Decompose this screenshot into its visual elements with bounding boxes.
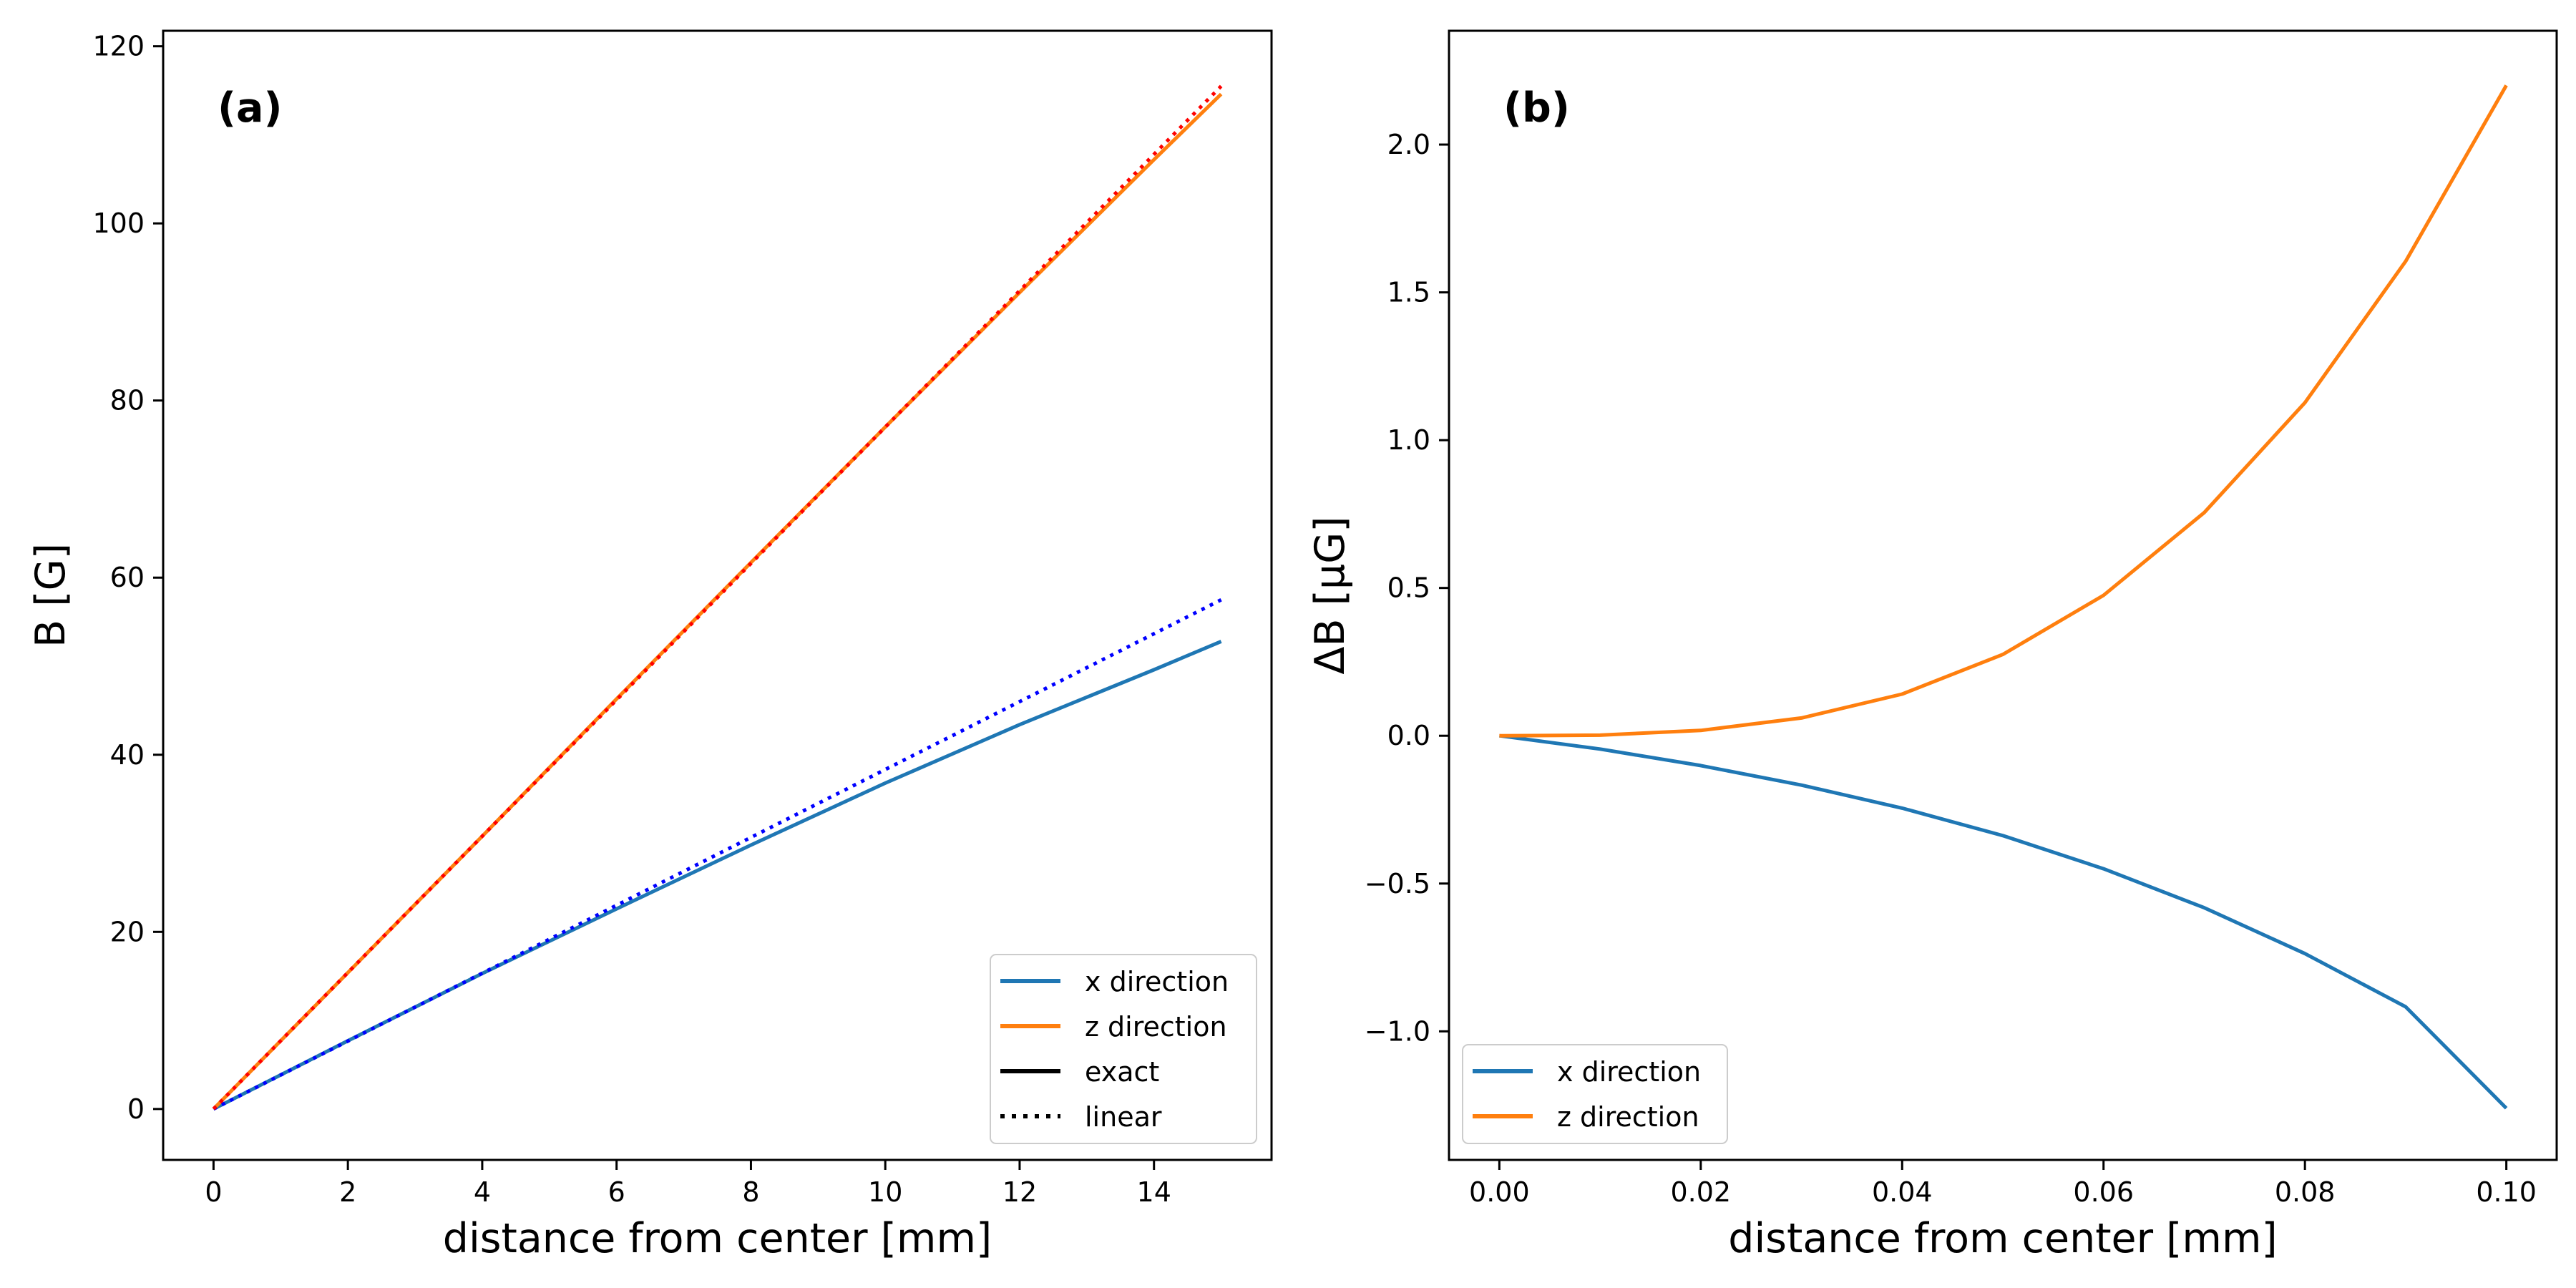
x-tick-label: 0.04 [1872, 1176, 1933, 1208]
x-tick-label: 14 [1137, 1176, 1171, 1208]
x-tick-label: 0 [205, 1176, 222, 1208]
y-tick-label: 0 [127, 1093, 145, 1125]
x-tick-label: 6 [608, 1176, 625, 1208]
x-tick-label: 0.02 [1671, 1176, 1732, 1208]
x-axis-label: distance from center [mm] [443, 1215, 992, 1262]
legend-label: x direction [1085, 966, 1229, 997]
legend: x direction z direction exact linear [990, 954, 1257, 1144]
y-axis-label: ΔB [µG] [1307, 516, 1354, 674]
panel-label: (b) [1503, 84, 1570, 132]
panel-a: 0 2 4 6 8 10 12 14 0 20 40 60 80 100 120 distance from … [27, 29, 1273, 1262]
series-line-2 [213, 597, 1222, 1111]
x-tick-label: 0.00 [1469, 1176, 1530, 1208]
y-tick-label: 1.5 [1387, 277, 1430, 308]
x-tick-label: 0.08 [2275, 1176, 2336, 1208]
legend-label: x direction [1557, 1056, 1701, 1088]
y-tick-label: 0.5 [1387, 572, 1430, 604]
y-tick-label: 20 [110, 916, 145, 947]
x-tick-label: 12 [1002, 1176, 1037, 1208]
x-tick-label: 10 [868, 1176, 902, 1208]
legend-label: z direction [1557, 1101, 1699, 1133]
y-tick-label: 60 [110, 562, 145, 593]
panel-b: 0.00 0.02 0.04 0.06 0.08 0.10 −1.0 −0.5 0.0 0.5 1.… [1307, 29, 2558, 1262]
y-tick-label: 40 [110, 739, 145, 771]
series-line-1 [212, 92, 1223, 1111]
x-tick-label: 0.06 [2073, 1176, 2134, 1208]
y-tick-label: 1.0 [1387, 424, 1430, 456]
x-axis-label: distance from center [mm] [1728, 1215, 2277, 1262]
axes-frame [1448, 29, 2558, 1161]
axes-frame [162, 29, 1273, 1161]
legend-label: linear [1085, 1101, 1162, 1133]
y-tick-label: 2.0 [1387, 129, 1430, 160]
x-tick-label: 0.10 [2476, 1176, 2537, 1208]
x-tick-label: 2 [339, 1176, 356, 1208]
y-tick-label: −1.0 [1365, 1015, 1430, 1047]
y-tick-label: 120 [92, 31, 145, 62]
series-line-3 [212, 84, 1223, 1111]
legend: x direction z direction [1462, 1044, 1728, 1144]
legend-box [990, 954, 1257, 1144]
series-line-1 [1499, 84, 2508, 738]
y-tick-label: 100 [92, 208, 145, 239]
x-tick-label: 4 [474, 1176, 491, 1208]
y-tick-label: 80 [110, 385, 145, 416]
panel-label: (a) [218, 84, 283, 132]
y-tick-label: 0.0 [1387, 720, 1430, 751]
series-line-0 [213, 640, 1222, 1111]
y-tick-label: −0.5 [1365, 868, 1430, 899]
legend-label: z direction [1085, 1011, 1227, 1043]
y-axis-label: B [G] [27, 543, 74, 648]
x-tick-label: 8 [742, 1176, 759, 1208]
legend-label: exact [1085, 1056, 1159, 1088]
series-line-0 [1499, 733, 2508, 1110]
